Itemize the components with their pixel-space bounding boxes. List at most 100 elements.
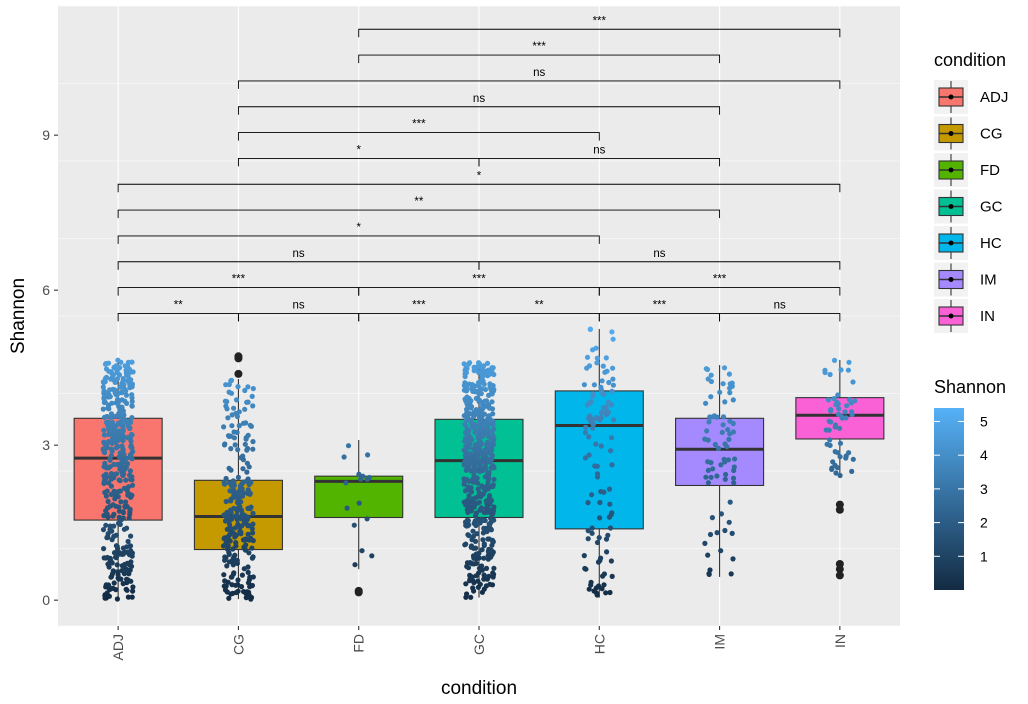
jitter-point: [118, 359, 124, 365]
jitter-point: [731, 467, 737, 474]
jitter-point: [719, 429, 725, 435]
jitter-point: [464, 394, 470, 400]
jitter-point: [100, 384, 106, 390]
jitter-point: [245, 384, 251, 390]
bracket-fd-im: ***: [358, 41, 721, 64]
jitter-point: [720, 414, 727, 420]
jitter-point: [705, 459, 711, 465]
jitter-point: [473, 442, 479, 448]
jitter-point: [481, 381, 487, 387]
jitter-point: [128, 419, 134, 425]
jitter-point: [722, 399, 728, 405]
jitter-point: [121, 485, 128, 491]
jitter-point: [127, 511, 133, 517]
jitter-point: [102, 441, 108, 447]
jitter-point: [725, 427, 731, 433]
significance-label: ***: [532, 41, 546, 53]
jitter-point: [461, 462, 467, 468]
jitter-point: [462, 429, 468, 436]
jitter-point: [246, 592, 252, 598]
significance-label: ns: [292, 248, 304, 260]
jitter-point: [233, 540, 239, 546]
jitter-point: [111, 580, 117, 586]
jitter-point: [832, 462, 838, 468]
jitter-point: [345, 443, 352, 449]
jitter-point: [463, 502, 469, 508]
jitter-point: [226, 381, 232, 388]
jitter-point: [822, 369, 828, 376]
jitter-point: [125, 538, 131, 545]
jitter-point: [717, 389, 723, 395]
jitter-point: [120, 515, 126, 521]
points-im: [702, 365, 738, 578]
jitter-point: [461, 361, 467, 367]
jitter-point: [704, 428, 710, 434]
jitter-point: [122, 561, 128, 568]
significance-label: ***: [412, 299, 426, 311]
jitter-point: [123, 392, 130, 398]
jitter-point: [487, 381, 493, 387]
jitter-point: [108, 476, 114, 482]
jitter-point: [585, 500, 591, 506]
jitter-point: [825, 397, 832, 403]
jitter-point: [105, 561, 111, 567]
jitter-point: [720, 381, 726, 387]
jitter-point: [116, 477, 122, 483]
jitter-point: [589, 530, 595, 536]
jitter-point: [228, 498, 234, 504]
jitter-point: [113, 392, 119, 398]
jitter-point: [223, 498, 229, 505]
jitter-point: [608, 402, 615, 408]
jitter-point: [105, 582, 112, 588]
jitter-point: [235, 577, 241, 583]
jitter-point: [109, 560, 115, 566]
jitter-point: [238, 584, 245, 590]
legend-item-label: ADJ: [980, 89, 1008, 106]
jitter-point: [705, 480, 712, 486]
jitter-point: [103, 493, 109, 499]
jitter-point: [100, 406, 106, 412]
jitter-point: [829, 466, 835, 472]
jitter-point: [247, 584, 253, 590]
jitter-point: [603, 590, 609, 596]
significance-label: ns: [292, 299, 304, 311]
jitter-point: [481, 447, 487, 454]
jitter-point: [481, 572, 487, 578]
jitter-point: [470, 446, 477, 452]
jitter-point: [473, 551, 479, 557]
jitter-point: [476, 397, 482, 403]
jitter-point: [463, 370, 469, 376]
jitter-point: [470, 387, 476, 393]
jitter-point: [101, 394, 107, 401]
jitter-point: [490, 539, 496, 545]
jitter-point: [478, 494, 484, 500]
jitter-point: [593, 345, 599, 351]
jitter-point: [474, 454, 480, 460]
jitter-point: [119, 469, 125, 475]
jitter-point: [481, 411, 487, 417]
jitter-point: [356, 500, 362, 506]
jitter-point: [473, 573, 479, 579]
bracket-cg-in: ns: [237, 67, 841, 89]
legend-key-dot: [948, 204, 954, 209]
jitter-point: [105, 394, 111, 400]
jitter-point: [485, 426, 491, 433]
jitter-point: [223, 475, 229, 482]
jitter-point: [607, 501, 613, 507]
jitter-point: [227, 522, 233, 528]
jitter-point: [130, 588, 136, 594]
jitter-point: [488, 519, 494, 526]
jitter-point: [835, 392, 841, 398]
jitter-point: [128, 548, 134, 554]
jitter-point: [245, 564, 251, 570]
bracket-line: [358, 54, 721, 64]
jitter-point: [828, 407, 834, 413]
jitter-point: [245, 432, 251, 438]
jitter-point: [228, 377, 235, 383]
jitter-point: [107, 457, 113, 463]
significance-label: *: [356, 222, 361, 234]
y-tick-label: 3: [42, 437, 50, 453]
jitter-point: [114, 413, 121, 419]
jitter-point: [718, 548, 724, 554]
jitter-point: [128, 438, 134, 444]
